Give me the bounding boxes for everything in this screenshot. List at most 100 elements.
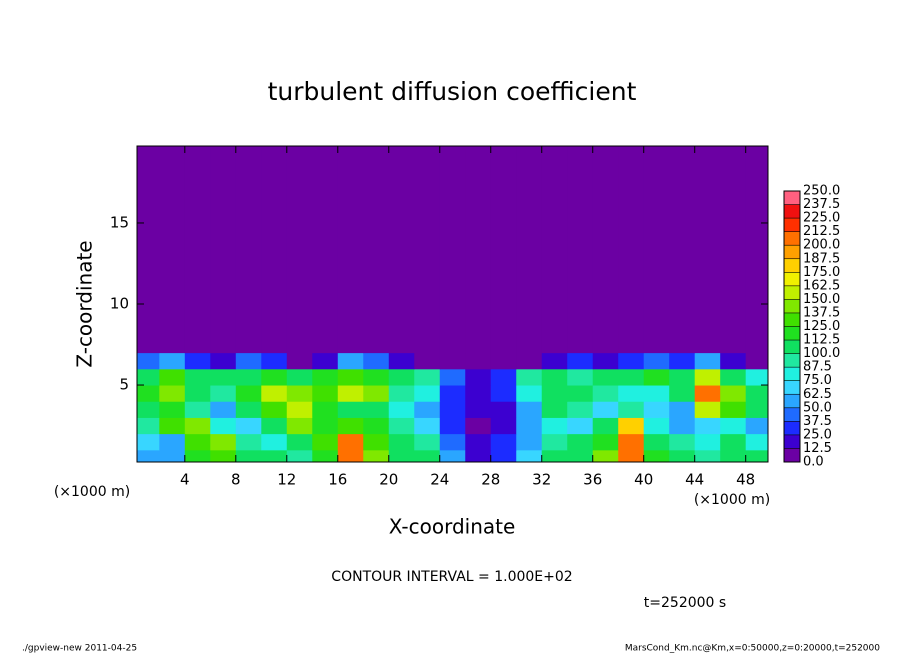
cell <box>669 417 696 435</box>
cell <box>720 352 747 370</box>
cell <box>618 417 645 435</box>
cell <box>439 368 466 386</box>
cell <box>210 368 237 386</box>
cell <box>312 449 339 462</box>
cell <box>465 449 492 462</box>
colorbar-label: 212.5 <box>803 224 840 239</box>
cell <box>694 368 721 386</box>
cell <box>516 352 543 370</box>
y-tick-label: 15 <box>110 213 129 231</box>
cell <box>490 417 517 435</box>
colorbar-swatch <box>784 326 800 341</box>
cell <box>235 449 262 462</box>
cell <box>388 352 415 370</box>
y-unit: (×1000 m) <box>54 484 130 500</box>
colorbar-label: 37.5 <box>803 414 832 429</box>
colorbar-label: 187.5 <box>803 251 840 266</box>
cell <box>541 352 568 370</box>
cell <box>643 385 670 402</box>
cell <box>669 385 696 402</box>
cell <box>643 352 670 370</box>
colorbar-swatch <box>784 299 800 313</box>
cell <box>414 449 441 462</box>
cell <box>159 433 186 451</box>
cell <box>694 417 721 435</box>
cell <box>541 368 568 386</box>
cell <box>745 401 768 418</box>
colorbar-label: 137.5 <box>803 305 840 320</box>
cell <box>312 401 339 418</box>
colorbar-swatch <box>784 245 800 259</box>
colorbar-swatch <box>784 353 800 368</box>
colorbar-label: 162.5 <box>803 278 840 293</box>
cell <box>363 433 390 451</box>
cell <box>235 146 262 354</box>
cell <box>669 433 696 451</box>
y-tick-label: 5 <box>119 376 129 394</box>
cell <box>465 352 492 370</box>
cell <box>720 146 747 354</box>
cell <box>137 417 160 435</box>
cell <box>694 352 721 370</box>
cell <box>312 385 339 402</box>
colorbar-swatch <box>784 218 800 232</box>
cell <box>363 401 390 418</box>
cell <box>694 449 721 462</box>
cell <box>235 352 262 370</box>
cell <box>184 433 211 451</box>
cell <box>592 433 619 451</box>
cell <box>312 146 339 354</box>
cell <box>618 146 645 354</box>
cell <box>137 433 160 451</box>
cell <box>720 433 747 451</box>
cell <box>516 368 543 386</box>
cell <box>261 146 288 354</box>
colorbar-swatch <box>784 434 800 449</box>
cell <box>643 449 670 462</box>
footer-right: MarsCond_Km.nc@Km,x=0:50000,z=0:20000,t=… <box>625 644 880 654</box>
cell <box>694 433 721 451</box>
colorbar-label: 250.0 <box>803 184 840 199</box>
cell <box>261 433 288 451</box>
cell <box>363 449 390 462</box>
colorbar-swatch <box>784 394 800 408</box>
cell <box>490 352 517 370</box>
cell <box>363 352 390 370</box>
cell <box>592 352 619 370</box>
cell <box>184 401 211 418</box>
cell <box>490 401 517 418</box>
cell <box>286 433 313 451</box>
cell <box>159 368 186 386</box>
chart-title: turbulent diffusion coefficient <box>268 77 637 106</box>
cell <box>490 368 517 386</box>
cell <box>363 368 390 386</box>
cell <box>210 385 237 402</box>
cell <box>541 401 568 418</box>
cell <box>516 385 543 402</box>
cell <box>720 385 747 402</box>
cell <box>567 385 594 402</box>
cell <box>159 352 186 370</box>
cell <box>137 352 160 370</box>
cell <box>184 385 211 402</box>
cell <box>465 368 492 386</box>
cell <box>210 417 237 435</box>
cell <box>439 433 466 451</box>
cell <box>669 449 696 462</box>
cell <box>643 433 670 451</box>
x-tick-label: 36 <box>583 471 602 489</box>
cell <box>159 385 186 402</box>
cell <box>137 449 160 462</box>
cell <box>618 352 645 370</box>
cell <box>439 401 466 418</box>
cell <box>184 352 211 370</box>
cell <box>184 449 211 462</box>
cell <box>312 368 339 386</box>
cell <box>669 401 696 418</box>
x-tick-label: 20 <box>379 471 398 489</box>
cell <box>567 352 594 370</box>
x-unit: (×1000 m) <box>694 492 770 508</box>
cell <box>261 385 288 402</box>
cell <box>669 352 696 370</box>
cell <box>516 417 543 435</box>
